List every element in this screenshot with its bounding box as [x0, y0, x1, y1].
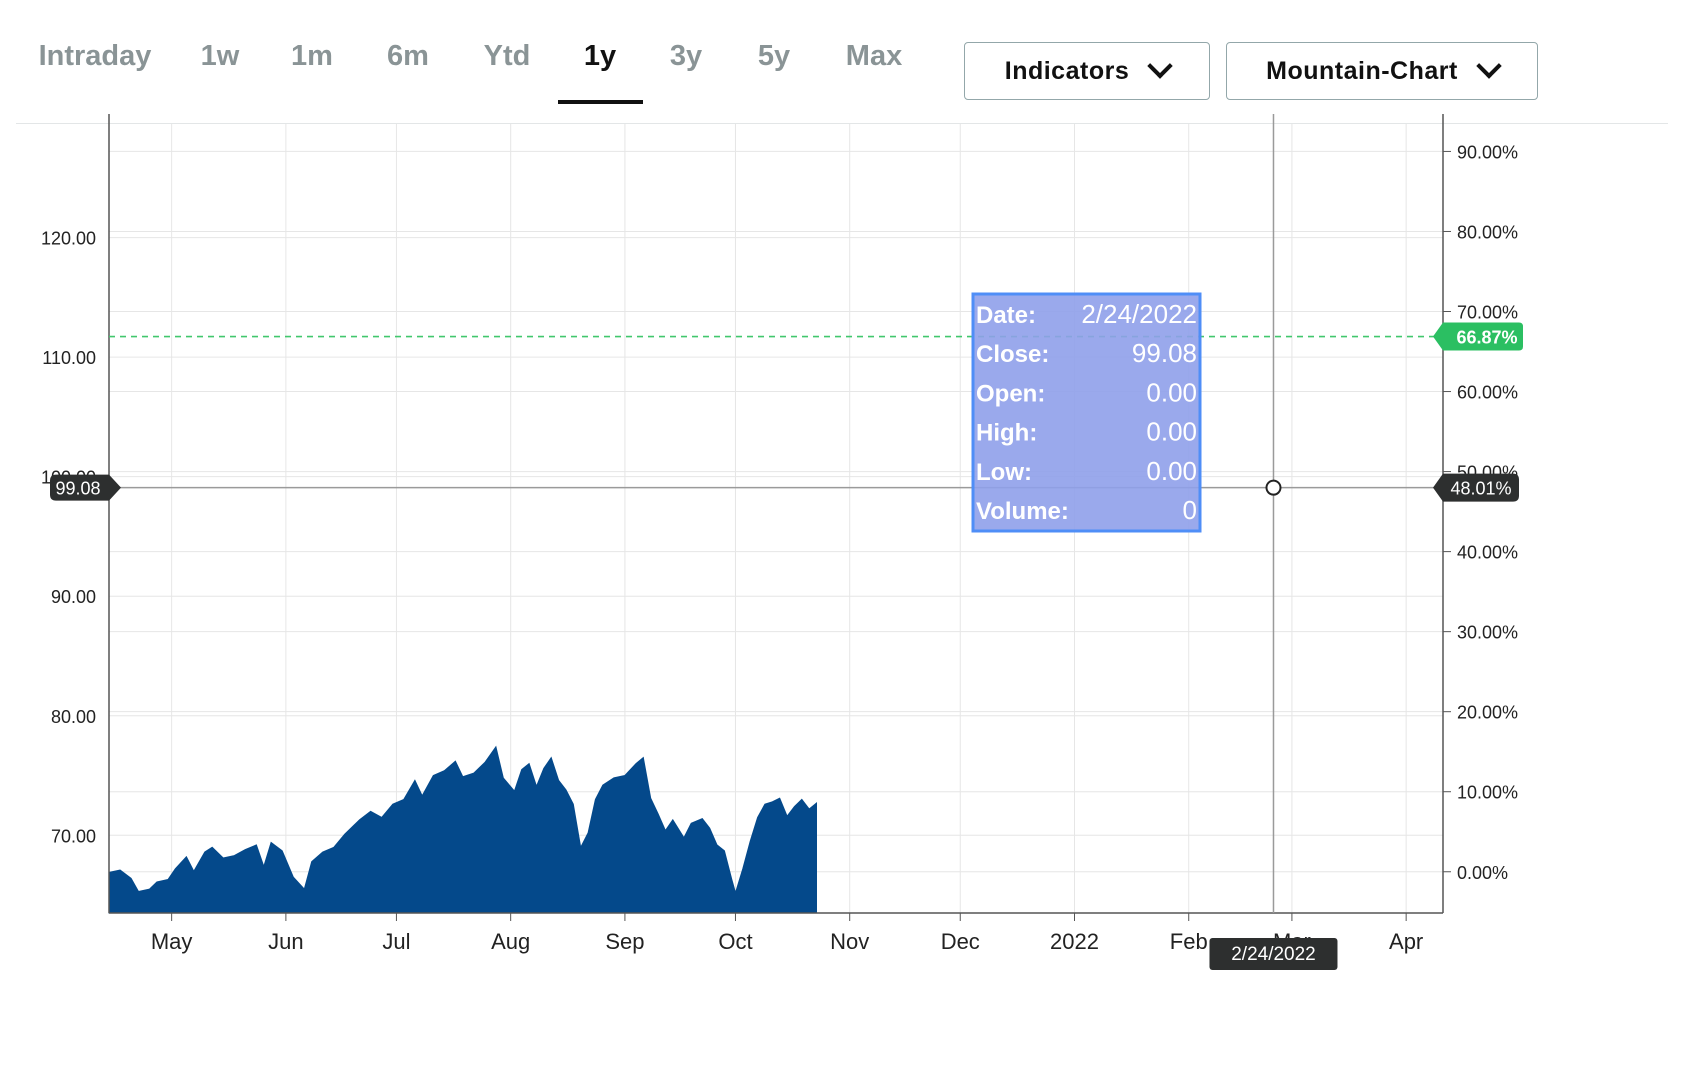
y-left-tick-label: 110.00 [42, 348, 96, 368]
tooltip-row-label: Close: [976, 341, 1049, 368]
tab-1y[interactable]: 1y [583, 40, 617, 72]
x-tick-label: Jun [268, 929, 303, 954]
y-right-tick-label: 0.00% [1457, 863, 1508, 883]
y-left-tick-label: 80.00 [51, 707, 96, 727]
x-tick-label: Aug [491, 929, 530, 954]
tab-intraday[interactable]: Intraday [38, 40, 152, 72]
tooltip-row-value: 2/24/2022 [1081, 299, 1197, 329]
x-tick-label: Dec [941, 929, 980, 954]
tab-6m[interactable]: 6m [387, 40, 429, 72]
y-right-tick-label: 20.00% [1457, 703, 1518, 723]
y-left-tick-label: 120.00 [41, 229, 96, 249]
header-divider [16, 123, 1668, 124]
chart-type-label: Mountain-Chart [1266, 56, 1458, 85]
tooltip-row-value: 0.00 [1146, 417, 1197, 447]
y-left-tick-label: 90.00 [51, 587, 96, 607]
tab-3y[interactable]: 3y [669, 40, 703, 72]
y-right-tick-label: 90.00% [1457, 142, 1518, 162]
tab-1m[interactable]: 1m [291, 40, 333, 72]
tab-1w[interactable]: 1w [200, 40, 240, 72]
tooltip-row-label: Volume: [976, 498, 1069, 525]
crosshair-overlay: 66.87% 99.08 48.01% 2/24/2022 [50, 114, 1523, 970]
tab-max[interactable]: Max [845, 40, 903, 72]
y-right-tick-label: 30.00% [1457, 623, 1518, 643]
crosshair-date-label: 2/24/2022 [1231, 944, 1316, 965]
crosshair-percent-badge [1433, 473, 1519, 502]
price-area-path [108, 745, 817, 914]
tab-5y[interactable]: 5y [757, 40, 791, 72]
x-tick-label: May [151, 929, 193, 954]
indicators-label: Indicators [1004, 56, 1130, 85]
crosshair-price-label: 99.08 [55, 479, 100, 499]
y-right-tick-label: 60.00% [1457, 383, 1518, 403]
tooltip: Date: 2/24/2022 Close: 99.08 Open: 0.00 High: 0… [971, 292, 1202, 533]
chart-type-dropdown[interactable]: Mountain-Chart [1226, 42, 1538, 100]
x-tick-label: Nov [830, 929, 869, 954]
x-tick-label: Apr [1389, 929, 1423, 954]
price-area [108, 745, 817, 914]
x-tick-label: Feb [1170, 929, 1208, 954]
tooltip-row-label: Date: [976, 302, 1036, 329]
y-right-tick-label: 70.00% [1457, 303, 1518, 323]
reference-badge-label: 66.87% [1456, 328, 1517, 348]
crosshair-point [1265, 479, 1282, 496]
tooltip-row-value: 99.08 [1132, 338, 1197, 368]
tooltip-box [971, 292, 1202, 533]
axes: MayJunJulAugSepOctNovDec2022FebMarApr70.… [41, 114, 1518, 954]
x-tick-label: Jul [382, 929, 410, 954]
y-right-tick-label: 10.00% [1457, 783, 1518, 803]
tooltip-row-value: 0 [1183, 495, 1197, 525]
tooltip-row-label: Low: [976, 459, 1032, 486]
indicators-dropdown[interactable]: Indicators [964, 42, 1210, 100]
crosshair-percent-label: 48.01% [1450, 479, 1511, 499]
x-tick-label: Oct [718, 929, 752, 954]
reference-badge [1433, 322, 1523, 351]
y-right-tick-label: 40.00% [1457, 543, 1518, 563]
tooltip-row-value: 0.00 [1146, 456, 1197, 486]
tooltip-row-label: Open: [976, 380, 1045, 407]
y-left-tick-label: 70.00 [51, 826, 96, 846]
y-right-tick-label: 80.00% [1457, 222, 1518, 242]
crosshair-date-badge [1209, 938, 1338, 970]
crosshair-price-badge [50, 474, 121, 501]
tooltip-row-label: High: [976, 420, 1037, 447]
x-tick-label: 2022 [1050, 929, 1099, 954]
grid [109, 124, 1443, 913]
tooltip-row-value: 0.00 [1146, 377, 1197, 407]
active-tab-underline [558, 100, 643, 104]
x-tick-label: Sep [605, 929, 644, 954]
period-tabs: Intraday 1w 1m 6m Ytd 1y 3y 5y Max [0, 0, 1000, 110]
tab-ytd[interactable]: Ytd [483, 40, 531, 72]
